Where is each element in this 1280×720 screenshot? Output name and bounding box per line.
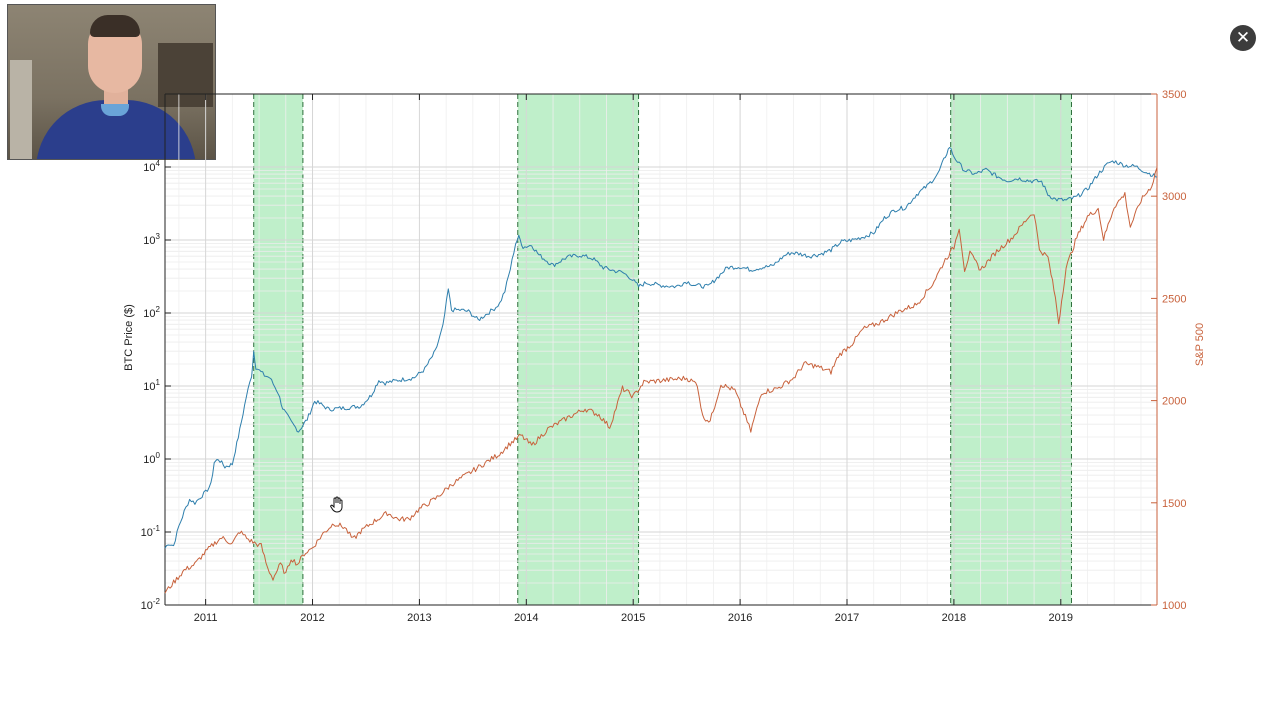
close-icon: ✕ [1235,27,1251,48]
x-tick-label: 2013 [407,612,431,624]
y-left-tick-label: 103 [143,232,160,247]
presenter-webcam-video [7,4,216,160]
x-tick-label: 2018 [942,612,966,624]
close-button[interactable]: ✕ [1230,25,1256,51]
y-left-tick-label: 10-1 [141,524,161,539]
sp500-line [164,167,1158,594]
y-right-tick-label: 1500 [1162,498,1186,510]
y-right-tick-label: 3000 [1162,191,1186,203]
y-right-axis-label: S&P 500 [1194,323,1206,366]
y-right-tick-label: 1000 [1162,600,1186,612]
x-tick-label: 2014 [514,612,538,624]
btc-price-line [164,147,1158,549]
x-tick-label: 2019 [1049,612,1073,624]
y-left-tick-label: 101 [143,378,160,393]
y-left-tick-label: 104 [143,159,160,174]
y-right-tick-label: 3500 [1162,89,1186,101]
x-tick-label: 2012 [300,612,324,624]
shaded-period [253,94,303,605]
hand-cursor-icon [330,496,343,513]
y-left-tick-label: 102 [143,305,160,320]
y-right-tick-label: 2000 [1162,396,1186,408]
x-tick-label: 2017 [835,612,859,624]
shaded-period [950,94,1072,605]
shaded-period [517,94,639,605]
y-left-tick-label: 10-2 [141,597,161,612]
x-tick-label: 2011 [194,612,218,624]
y-right-tick-label: 2500 [1162,293,1186,305]
x-tick-label: 2016 [728,612,752,624]
y-left-axis-label: BTC Price ($) [123,304,135,371]
y-left-tick-label: 100 [143,451,160,466]
x-tick-label: 2015 [621,612,645,624]
